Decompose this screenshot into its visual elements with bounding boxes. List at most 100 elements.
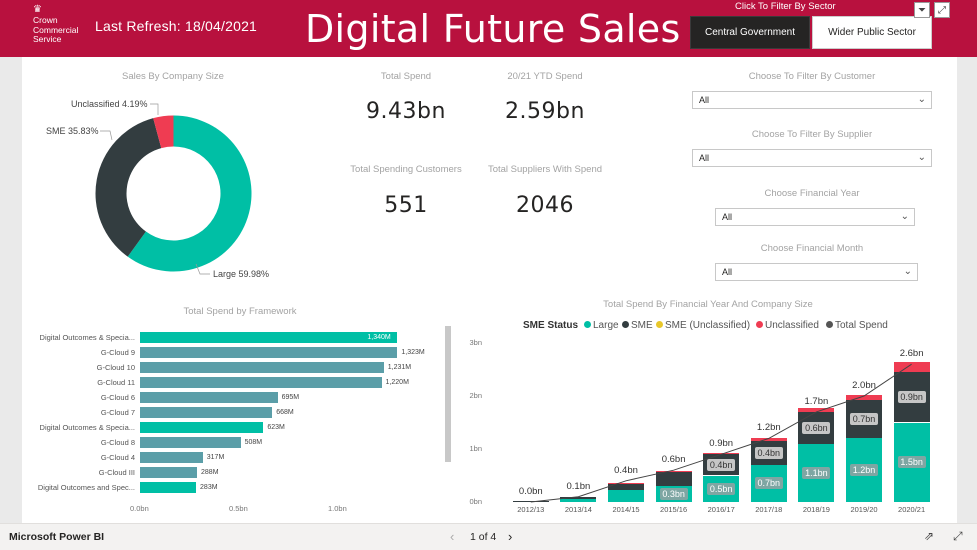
framework-data-label: 695M	[281, 394, 300, 401]
donut-slice-unclassified[interactable]	[153, 115, 174, 149]
framework-category-label: G-Cloud 6	[100, 393, 135, 402]
framework-bar[interactable]	[140, 407, 273, 418]
customers-value: 551	[384, 193, 428, 218]
legend-dot	[622, 321, 629, 328]
company-size-donut[interactable]	[95, 115, 252, 272]
framework-bar[interactable]	[140, 362, 384, 373]
total-spend-title: Total Spend	[380, 71, 432, 82]
donut-title: Sales By Company Size	[122, 71, 224, 82]
legend-item[interactable]: Total Spend	[826, 320, 888, 331]
total-spend-label: 0.0bn	[518, 486, 543, 497]
bar-segment-unclassified[interactable]	[703, 452, 740, 455]
bar-segment-large[interactable]	[512, 501, 549, 502]
chevron-down-icon: ⌄	[900, 211, 909, 222]
framework-category-label: G-Cloud 11	[97, 378, 135, 387]
framework-bar[interactable]	[140, 422, 264, 433]
bar-segment-unclassified[interactable]	[608, 482, 644, 484]
framework-bar[interactable]	[140, 452, 203, 463]
legend-label: SME	[631, 320, 653, 331]
bar-segment-sme[interactable]	[608, 483, 644, 491]
framework-data-label: 283M	[200, 484, 218, 491]
suppliers-value: 2046	[516, 193, 574, 218]
framework-category-label: G-Cloud 10	[96, 363, 135, 372]
framework-data-label: 1,220M	[385, 379, 409, 386]
donut-label-sme: SME 35.83%	[46, 126, 99, 136]
total-spend-label: 2.0bn	[852, 380, 876, 391]
bar-segment-label: 0.6bn	[802, 421, 831, 434]
financial-year-slicer-dropdown[interactable]: All ⌄	[715, 208, 915, 226]
stacked-x-tick: 2017/18	[755, 505, 783, 514]
total-spend-value: 9.43bn	[366, 99, 446, 124]
share-icon[interactable]: ⇗	[924, 529, 935, 543]
donut-slice-sme[interactable]	[95, 118, 162, 257]
bar-segment-sme[interactable]	[512, 500, 549, 502]
legend-item[interactable]: SME	[622, 320, 653, 331]
logo-line: Crown	[33, 15, 58, 25]
customer-slicer-dropdown[interactable]: All ⌄	[692, 91, 932, 109]
bar-segment-label: 0.3bn	[659, 488, 688, 501]
bar-segment-label: 0.9bn	[897, 391, 926, 404]
focus-mode-icon[interactable]: ⤢	[934, 2, 950, 18]
financial-month-slicer-title: Choose Financial Month	[760, 243, 864, 254]
page-title: Digital Future Sales	[305, 7, 681, 51]
bar-segment-large[interactable]	[560, 499, 597, 502]
framework-data-label: 1,323M	[401, 349, 425, 356]
framework-data-label: 508M	[244, 439, 263, 446]
total-spend-label: 1.2bn	[756, 422, 781, 434]
sector-filter-prompt: Click To Filter By Sector	[735, 1, 836, 12]
legend-item[interactable]: Unclassified	[756, 320, 819, 331]
total-spend-label: 1.7bn	[804, 395, 829, 407]
donut-slice-large[interactable]	[127, 115, 252, 272]
bar-segment-unclassified[interactable]	[893, 361, 930, 373]
framework-bar[interactable]	[140, 332, 398, 343]
total-spend-label: 0.1bn	[566, 480, 591, 492]
framework-bar[interactable]	[140, 392, 278, 403]
stacked-x-tick: 2012/13	[517, 505, 545, 514]
bar-segment-unclassified[interactable]	[750, 438, 787, 442]
bar-segment-label: 0.5bn	[707, 482, 736, 495]
stacked-chart-title: Total Spend By Financial Year And Compan…	[603, 299, 813, 310]
framework-bar[interactable]	[140, 377, 382, 388]
framework-bar[interactable]	[140, 482, 197, 493]
chevron-right-icon[interactable]: ›	[508, 529, 513, 544]
financial-month-slicer-dropdown[interactable]: All ⌄	[715, 263, 918, 281]
logo-line: Commercial	[33, 24, 79, 35]
chevron-left-icon[interactable]: ‹	[450, 529, 455, 544]
framework-data-label: 623M	[267, 424, 285, 431]
legend-dot	[584, 321, 591, 328]
supplier-slicer-value: All	[699, 153, 710, 163]
bar-segment-unclassified[interactable]	[846, 394, 882, 401]
chevron-down-icon: ⌄	[917, 152, 926, 163]
framework-category-label: G-Cloud 8	[100, 438, 135, 447]
bar-segment-sme[interactable]	[560, 496, 597, 500]
central-government-button[interactable]: Central Government	[690, 16, 810, 49]
framework-bar[interactable]	[140, 467, 198, 478]
filter-icon[interactable]: ⏷	[914, 2, 930, 18]
power-bi-footer: Microsoft Power BI ‹ 1 of 4 › ⇗ ⤢	[0, 523, 977, 550]
framework-bar[interactable]	[140, 347, 398, 358]
supplier-slicer-dropdown[interactable]: All ⌄	[692, 149, 932, 167]
bar-segment-large[interactable]	[608, 490, 644, 502]
ytd-spend-title: 20/21 YTD Spend	[507, 71, 583, 82]
legend-dot	[656, 321, 663, 328]
financial-month-slicer-value: All	[722, 267, 733, 277]
bar-segment-label: 1.5bn	[897, 456, 926, 469]
ytd-spend-value: 2.59bn	[505, 99, 585, 124]
stacked-x-tick: 2016/17	[707, 505, 735, 514]
framework-category-label: G-Cloud 4	[100, 453, 135, 462]
framework-data-label: 1,340M	[367, 334, 391, 341]
framework-bar[interactable]	[140, 437, 241, 448]
total-spend-label: 0.6bn	[661, 454, 686, 466]
bar-segment-unclassified[interactable]	[655, 471, 692, 473]
donut-label-large: Large 59.98%	[213, 269, 270, 279]
brand-name: Microsoft Power BI	[9, 531, 105, 543]
fullscreen-icon[interactable]: ⤢	[953, 529, 963, 543]
legend-item[interactable]: Large	[584, 320, 619, 331]
framework-scrollbar[interactable]	[445, 326, 451, 462]
wider-public-sector-button[interactable]: Wider Public Sector	[812, 16, 932, 49]
bar-segment-sme[interactable]	[655, 472, 692, 487]
bar-segment-unclassified[interactable]	[798, 407, 835, 412]
legend-dot	[826, 321, 833, 328]
total-spend-label: 0.4bn	[614, 464, 638, 476]
legend-item[interactable]: SME (Unclassified)	[656, 320, 750, 331]
